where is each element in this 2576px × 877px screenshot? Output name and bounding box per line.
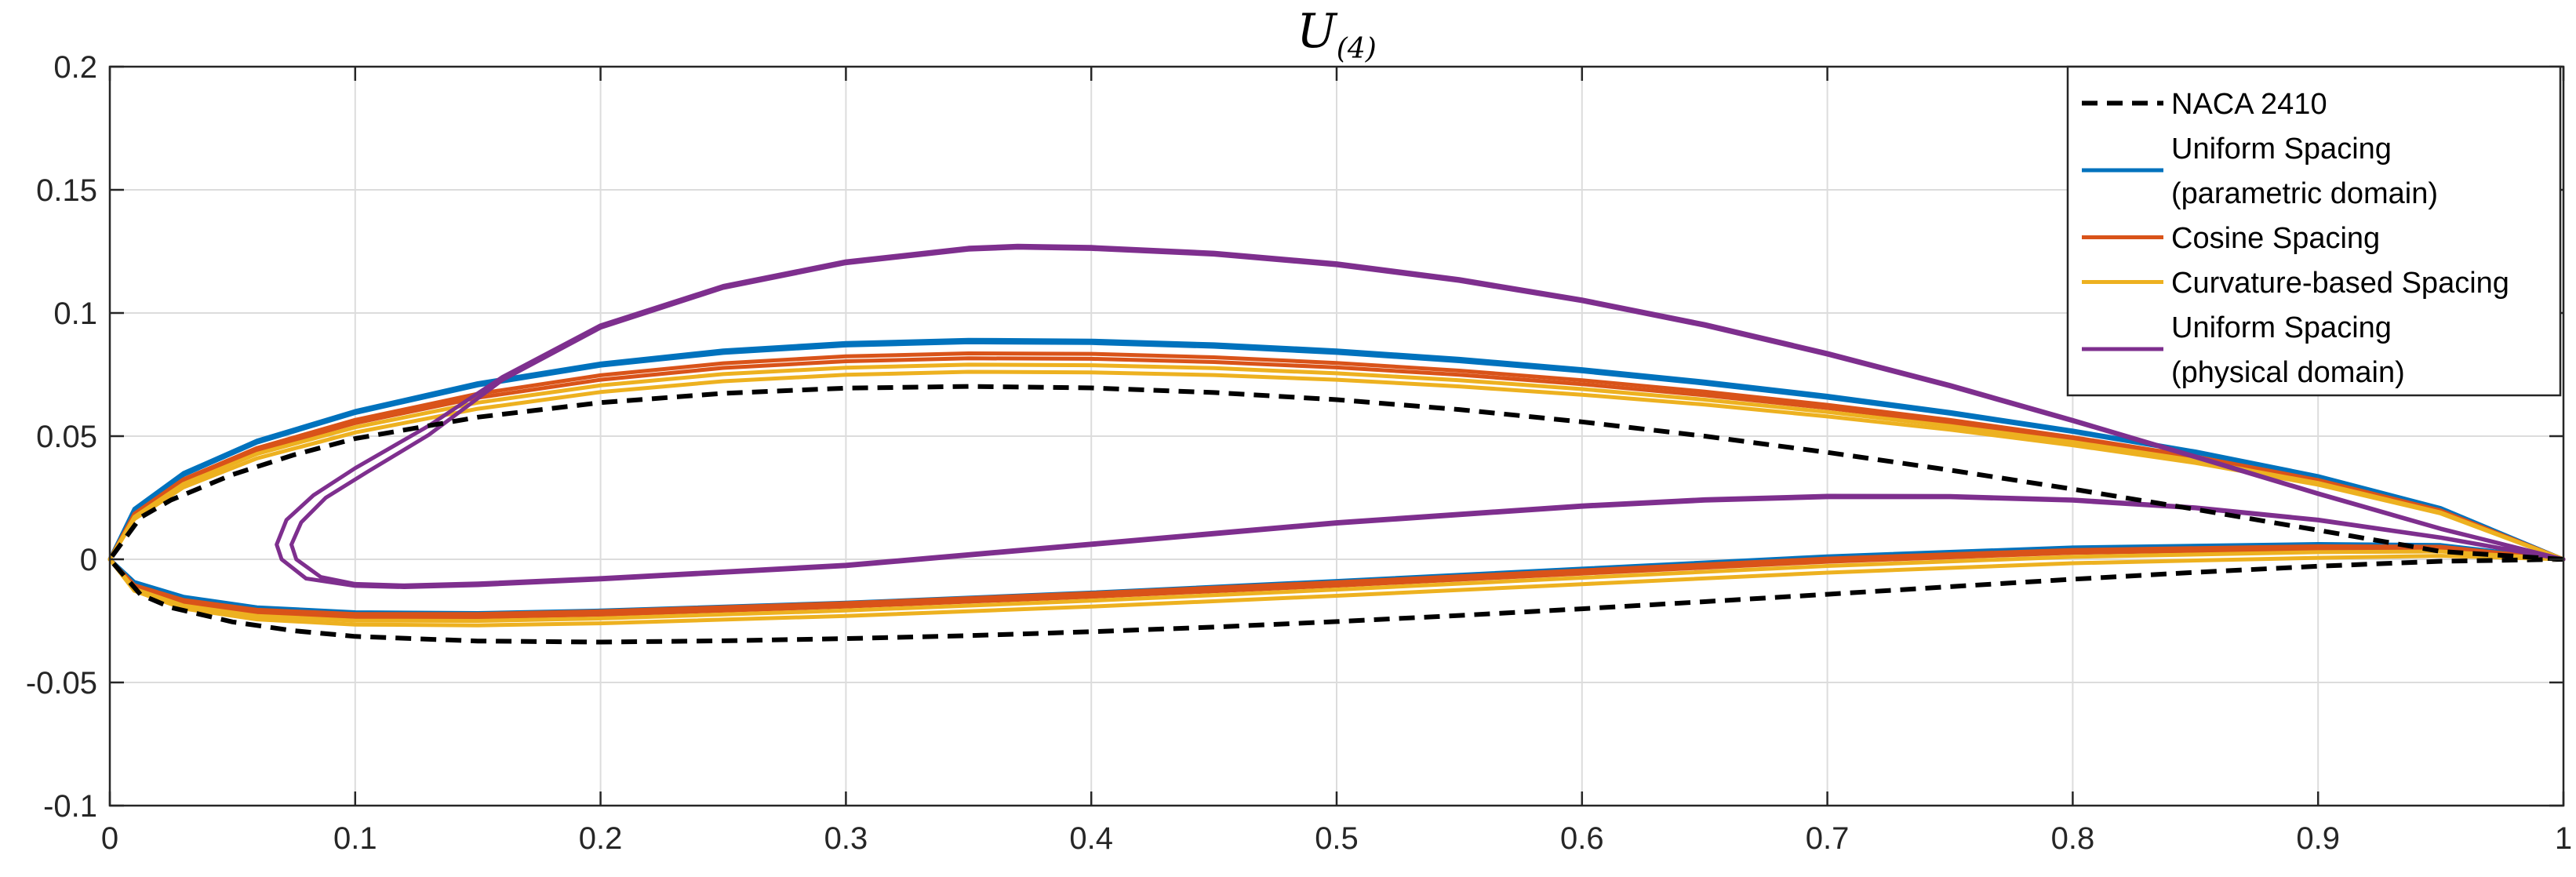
legend-label: Uniform Spacing <box>2171 133 2392 166</box>
legend-box <box>2066 65 2562 397</box>
y-tick-label: 0.05 <box>36 420 97 454</box>
y-tick-label: 0.1 <box>53 297 97 331</box>
chart-title-subscript: (4) <box>1337 33 1377 65</box>
x-tick-label: 0.5 <box>1315 821 1359 856</box>
legend-label: Curvature-based Spacing <box>2171 267 2509 300</box>
series-layer <box>107 243 2566 645</box>
y-tick-label: -0.05 <box>26 666 97 701</box>
legend-label: Uniform Spacing <box>2171 311 2392 344</box>
y-tick-label: -0.1 <box>43 789 97 824</box>
legend: NACA 2410 Uniform Spacing (parametric doma… <box>2066 65 2562 397</box>
x-tick-label: 0.1 <box>333 821 377 856</box>
legend-label: (parametric domain) <box>2171 177 2438 210</box>
series-line-curvature-based-spacing <box>107 362 2566 623</box>
x-tick-label: 0.3 <box>824 821 868 856</box>
legend-label: Cosine Spacing <box>2171 222 2380 255</box>
series-line-cosine-spacing <box>107 351 2566 617</box>
y-tick-label: 0.2 <box>53 50 97 85</box>
legend-label: (physical domain) <box>2171 356 2405 389</box>
y-tick-label: 0.15 <box>36 173 97 208</box>
series-line-curvature-based-spacing <box>107 369 2566 628</box>
y-tick-label: 0 <box>80 543 97 577</box>
x-tick-label: 0.8 <box>2051 821 2095 856</box>
series-line-uniform-spacing-physical-domain <box>289 246 2566 588</box>
x-tick-label: 0.9 <box>2296 821 2340 856</box>
axis-tick-labels: 0 0.1 0.2 0.3 0.4 0.5 0.6 0.7 0.8 0.9 1 -0.1 -0.05 0 0… <box>26 50 2572 856</box>
x-tick-label: 0.2 <box>579 821 623 856</box>
x-tick-label: 0 <box>101 821 118 856</box>
chart-title-main: U <box>1297 4 1338 59</box>
x-tick-label: 0.7 <box>1806 821 1850 856</box>
legend-label: NACA 2410 <box>2171 88 2327 121</box>
x-tick-label: 0.6 <box>1560 821 1604 856</box>
series-line-cosine-spacing <box>107 356 2566 620</box>
x-tick-label: 1 <box>2555 821 2572 856</box>
chart-title: U(4) <box>1297 4 1377 65</box>
x-tick-label: 0.4 <box>1069 821 1113 856</box>
